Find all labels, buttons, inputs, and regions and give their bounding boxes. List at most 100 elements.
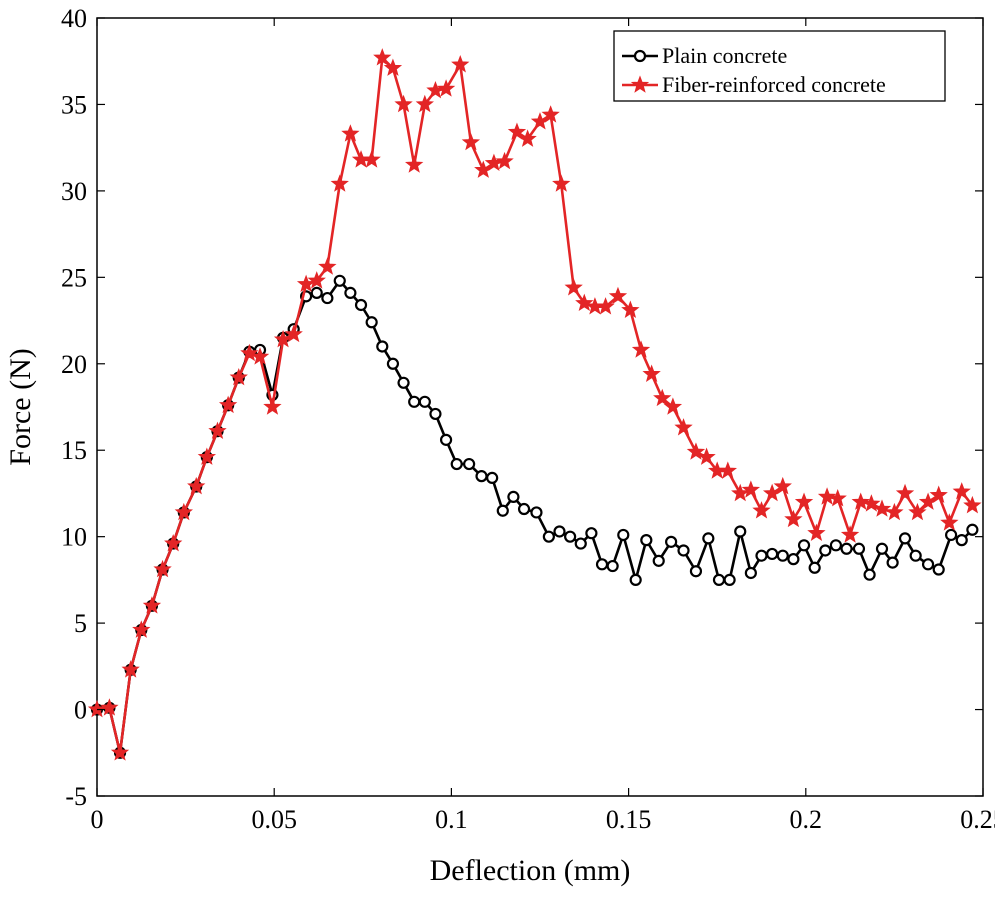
data-point-circle [564, 530, 577, 543]
data-point-circle [766, 547, 779, 561]
x-tick-label: 0.25 [960, 805, 995, 834]
x-tick-label: 0.2 [790, 805, 823, 834]
legend-label: Plain concrete [662, 43, 787, 68]
data-point-star [461, 132, 481, 151]
data-point-star [415, 94, 434, 113]
data-point-star [197, 447, 217, 465]
data-point-star [575, 293, 594, 312]
data-point-circle [595, 558, 609, 571]
data-point-star [952, 482, 971, 500]
data-point-circle [886, 556, 899, 569]
data-point-circle [744, 566, 757, 580]
data-point-star [851, 492, 870, 510]
data-point-star [862, 494, 881, 512]
data-point-star [100, 698, 119, 716]
data-point-star [164, 533, 183, 552]
data-point-circle [450, 457, 463, 471]
data-point-star [153, 559, 172, 578]
data-point-star [552, 174, 571, 192]
legend-box [613, 30, 946, 102]
data-point-circle [397, 376, 410, 389]
data-point-circle [819, 544, 832, 557]
data-point-star [895, 483, 915, 502]
data-point-circle [808, 561, 821, 574]
data-point-circle [966, 523, 979, 536]
y-tick-label: -5 [65, 782, 87, 811]
plot-area-frame [96, 17, 984, 797]
data-point-star [794, 492, 814, 510]
data-point-star [885, 502, 904, 521]
data-point-circle [677, 544, 690, 557]
data-point-star [929, 485, 948, 503]
data-point-circle [418, 395, 431, 408]
data-point-star [674, 418, 693, 436]
data-point-circle [517, 502, 531, 516]
data-point-star [341, 124, 360, 142]
data-point-star [142, 596, 162, 614]
data-point-circle [734, 525, 747, 538]
data-point-star [963, 495, 982, 514]
data-point-star [436, 79, 456, 97]
data-point-star [495, 151, 514, 170]
data-point-circle [496, 504, 509, 517]
y-tick-label: 20 [61, 350, 87, 379]
data-point-circle [898, 532, 912, 545]
data-point-circle [333, 274, 346, 287]
data-point-circle [665, 535, 678, 548]
data-point-circle [408, 395, 421, 408]
data-point-star [631, 340, 651, 358]
data-point-star [187, 476, 206, 495]
data-point-star [218, 395, 238, 414]
data-point-circle [344, 286, 357, 299]
data-point-star [642, 364, 661, 382]
data-point-star [596, 297, 615, 315]
data-point-circle [542, 530, 555, 543]
data-point-circle [776, 549, 789, 562]
data-point-circle [463, 457, 476, 471]
data-point-circle [829, 539, 843, 552]
data-point-circle [840, 542, 853, 555]
y-tick-label: 5 [74, 609, 87, 638]
data-point-circle [723, 573, 736, 586]
data-point-star [307, 271, 326, 289]
data-point-star [653, 388, 672, 407]
data-point-star [451, 55, 470, 73]
data-point-star [663, 397, 683, 415]
data-point-circle [574, 537, 587, 550]
data-point-star [608, 286, 628, 305]
data-point-star [518, 129, 537, 147]
data-point-star [828, 488, 847, 507]
data-point-circle [376, 340, 389, 353]
data-point-star [174, 502, 193, 521]
data-point-circle [606, 559, 619, 573]
data-point-circle [909, 549, 922, 562]
y-tick-label: 25 [61, 263, 87, 292]
y-tick-label: 30 [61, 177, 87, 206]
x-axis-title: Deflection (mm) [430, 854, 631, 887]
data-point-circle [439, 433, 453, 446]
data-point-circle [629, 573, 642, 586]
data-point-circle [640, 534, 653, 547]
y-axis-title: Force (N) [4, 348, 37, 465]
data-point-star [250, 347, 270, 365]
data-point-star [872, 499, 892, 517]
data-point-star [373, 48, 392, 66]
data-point-star [405, 155, 424, 173]
data-point-star [621, 300, 640, 318]
x-tick-label: 0.15 [606, 805, 652, 834]
data-point-circle [755, 549, 768, 562]
data-point-star [507, 122, 527, 140]
data-point-star [541, 105, 560, 123]
data-point-circle [689, 565, 703, 578]
data-point-star [296, 274, 316, 293]
data-point-star [110, 743, 130, 761]
data-point-circle [945, 528, 958, 542]
data-point-star [121, 660, 140, 678]
data-point-star [362, 150, 381, 168]
x-tick-label: 0.1 [435, 805, 468, 834]
data-point-star [697, 447, 716, 465]
data-point-star [132, 620, 151, 638]
data-point-star [318, 257, 337, 275]
data-point-circle [617, 528, 630, 542]
